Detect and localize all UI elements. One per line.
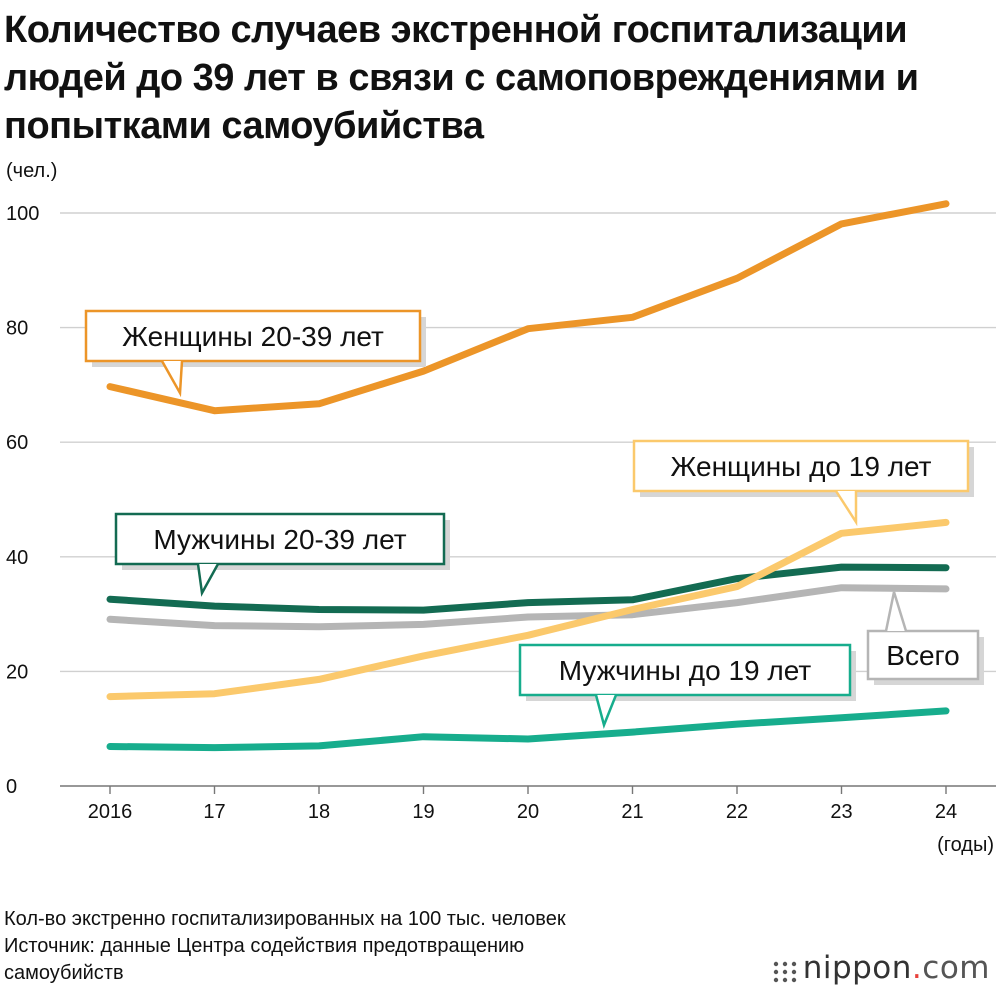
callout-box [632,439,970,493]
callout-pointer-fill [886,592,906,631]
series-label: Мужчины 20-39 лет [153,524,406,555]
y-tick-label: 80 [6,318,28,340]
callout-pointer [594,694,618,729]
x-tick-label: 22 [726,801,748,823]
y-axis-label: (чел.) [6,160,58,182]
callout-box [84,309,422,363]
line-chart: 0 20 40 60 80 100 2016 17 18 19 20 21 22 23 24 Женщин… [6,200,996,823]
footnote-source-cont: самоубийств [4,962,124,984]
y-tick-labels: 0 20 40 60 80 100 [6,203,39,798]
callout-box [518,643,852,697]
callout-box [866,629,980,681]
x-tick-label: 17 [203,801,225,823]
footnotes: Кол-во экстренно госпитализированных на … [4,906,566,987]
y-tick-label: 0 [6,776,17,798]
chart-title: Количество случаев экстренной госпитализ… [4,9,919,147]
callout-box [114,512,446,566]
x-tick-label: 23 [830,801,852,823]
series-callout: Мужчины 20-39 лет [114,512,450,597]
brand-logo-icon [773,961,797,983]
brand-wordmark: nippon.com [803,950,990,986]
x-tick-labels: 2016 17 18 19 20 21 22 23 24 [88,801,957,823]
x-tick-label: 18 [308,801,330,823]
y-tick-label: 20 [6,661,28,683]
series-callouts: Женщины 20-39 лет Мужчины 20-39 лет Всего Ж… [84,309,984,729]
x-tick-label: 24 [935,801,957,823]
callout-pointer [196,563,220,597]
series-label: Всего [886,640,959,671]
brand-name: nippon [802,950,912,986]
brand-tld: com [922,950,990,986]
series-callout: Женщины до 19 лет [632,439,974,527]
callout-pointer-fill [596,695,616,725]
series-label: Женщины 20-39 лет [122,321,384,352]
callout-pointer [834,490,858,527]
x-tick-label: 20 [517,801,539,823]
series-label: Мужчины до 19 лет [559,655,812,686]
series-line [106,518,950,701]
series-line [106,200,950,415]
series-line [106,563,950,614]
y-tick-label: 100 [6,203,39,225]
series-lines [106,200,950,752]
series-line [106,707,950,752]
x-tick-label: 19 [412,801,434,823]
footnote-units: Кол-во экстренно госпитализированных на … [4,908,566,930]
series-callout: Мужчины до 19 лет [518,643,856,729]
callout-pointer [884,591,908,632]
y-tick-label: 40 [6,547,28,569]
footnote-source: Источник: данные Центра содействия предо… [4,935,525,957]
series-callout: Всего [866,591,984,685]
series-label: Женщины до 19 лет [670,451,931,482]
series-line [106,584,950,631]
x-axis-label: (годы) [937,834,994,856]
callout-pointer [160,360,184,398]
brand-dot: . [911,950,923,986]
x-tick-label: 2016 [88,801,133,823]
series-callout: Женщины 20-39 лет [84,309,426,398]
y-tick-label: 60 [6,432,28,454]
x-tick-label: 21 [621,801,643,823]
